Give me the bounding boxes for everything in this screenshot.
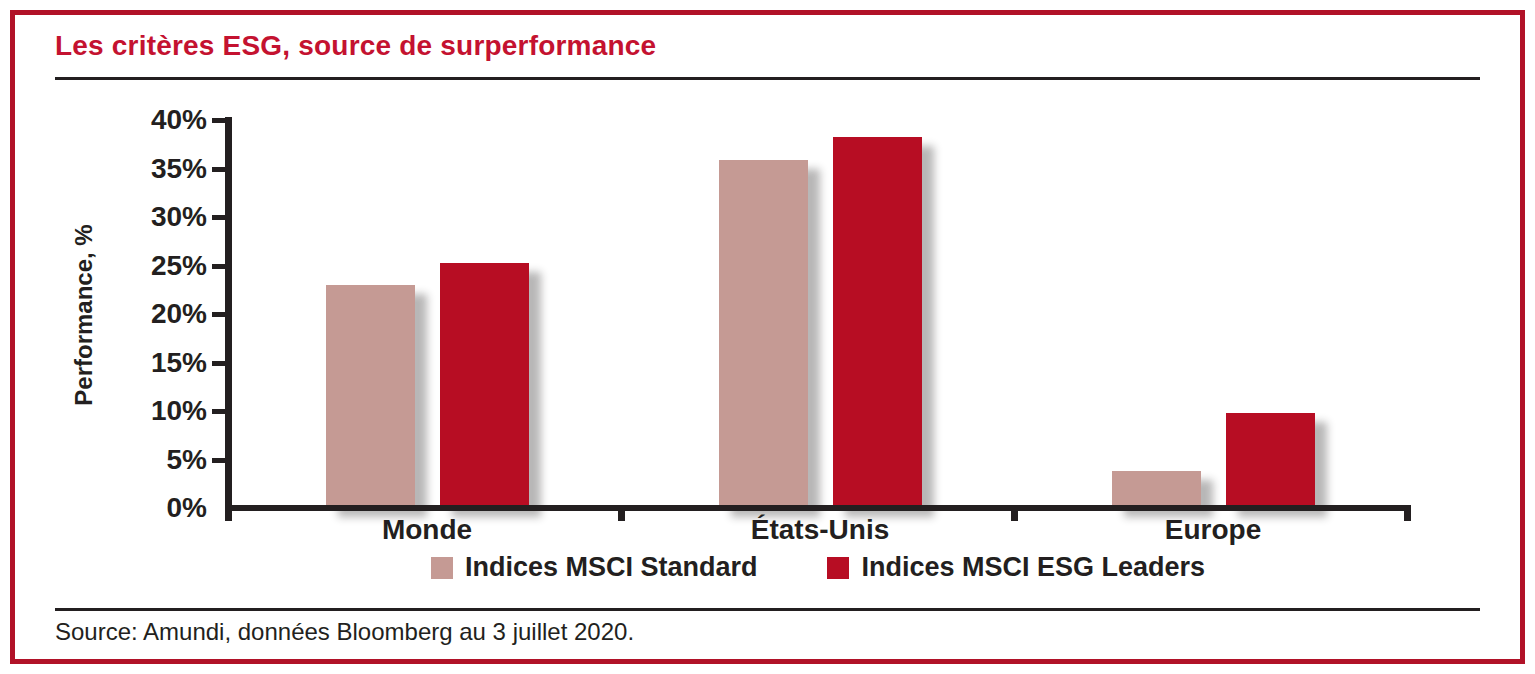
figure: Les critères ESG, source de surperforman… (0, 0, 1535, 674)
y-tick-label: 30% (95, 202, 207, 232)
footer-rule (55, 608, 1480, 611)
y-tick-label: 5% (95, 445, 207, 475)
legend-entry-1: Indices MSCI ESG Leaders (827, 552, 1205, 583)
y-tick-mark (212, 118, 225, 123)
legend-label-0: Indices MSCI Standard (465, 552, 758, 583)
y-tick-mark (212, 167, 225, 172)
category-label: Monde (277, 514, 577, 546)
y-tick-mark (212, 361, 225, 366)
x-tick-mark (618, 505, 625, 521)
x-axis-line (225, 505, 1411, 511)
category-label: Europe (1063, 514, 1363, 546)
y-tick-label: 35% (95, 154, 207, 184)
legend-swatch-0 (431, 557, 453, 579)
category-label: États-Unis (670, 514, 970, 546)
y-tick-label: 20% (95, 299, 207, 329)
bar--tats-unis-series-0 (719, 160, 808, 508)
x-tick-mark (1011, 505, 1018, 521)
y-tick-label: 25% (95, 251, 207, 281)
bar-europe-series-1 (1226, 413, 1315, 508)
legend-label-1: Indices MSCI ESG Leaders (861, 552, 1205, 583)
source-note: Source: Amundi, données Bloomberg au 3 j… (55, 618, 634, 646)
bar-monde-series-1 (440, 263, 529, 508)
bar-europe-series-0 (1112, 471, 1201, 508)
y-tick-label: 0% (95, 493, 207, 523)
legend-entry-0: Indices MSCI Standard (431, 552, 758, 583)
y-axis-line (225, 117, 232, 521)
y-tick-mark (212, 215, 225, 220)
y-tick-mark (212, 409, 225, 414)
x-tick-mark (1404, 505, 1411, 521)
y-tick-label: 15% (95, 348, 207, 378)
y-tick-mark (212, 312, 225, 317)
y-tick-label: 10% (95, 396, 207, 426)
bar-monde-series-0 (326, 285, 415, 508)
bar--tats-unis-series-1 (833, 137, 922, 508)
y-tick-mark (212, 264, 225, 269)
legend-swatch-1 (827, 557, 849, 579)
chart-legend: Indices MSCI Standard Indices MSCI ESG Le… (225, 552, 1411, 583)
y-tick-mark (212, 458, 225, 463)
y-tick-label: 40% (95, 105, 207, 135)
